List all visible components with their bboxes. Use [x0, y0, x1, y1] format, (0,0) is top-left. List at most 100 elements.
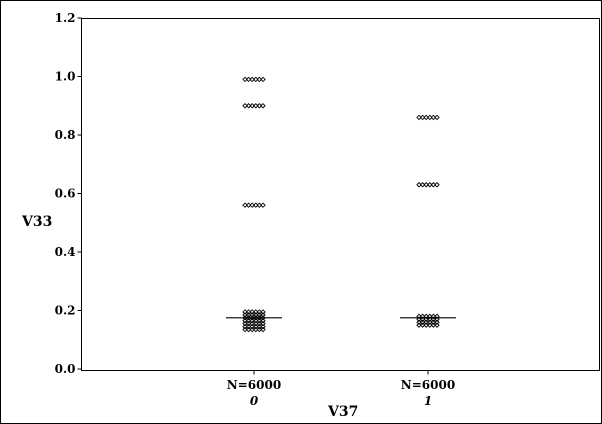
data-point	[253, 323, 259, 330]
y-tick-label: 0.6	[55, 187, 76, 201]
data-point	[242, 320, 248, 327]
data-points	[242, 76, 440, 333]
data-point	[245, 320, 252, 327]
data-point	[423, 114, 429, 121]
data-point	[253, 312, 259, 318]
data-point	[253, 326, 259, 333]
data-point	[256, 323, 263, 330]
data-point	[416, 181, 422, 188]
data-point	[416, 313, 422, 320]
data-point	[242, 202, 248, 208]
data-point	[249, 320, 255, 327]
y-tick-label: 0.8	[55, 128, 76, 142]
data-point	[249, 318, 255, 324]
data-point	[245, 326, 252, 333]
data-point	[427, 319, 433, 325]
data-point	[249, 323, 255, 330]
data-point	[249, 326, 255, 333]
y-tick-label: 0.0	[55, 362, 76, 376]
data-point	[256, 320, 263, 327]
data-point	[260, 76, 266, 83]
x-axis-title: V37	[327, 404, 358, 420]
data-point	[242, 326, 248, 333]
y-tick-label: 0.4	[55, 245, 76, 259]
data-point	[242, 323, 248, 330]
data-point	[419, 114, 426, 121]
data-point	[253, 202, 259, 208]
data-point	[245, 76, 252, 83]
data-point	[423, 181, 429, 188]
data-point	[249, 309, 255, 315]
data-point	[427, 316, 433, 323]
data-point	[434, 319, 440, 325]
data-point	[249, 202, 255, 208]
data-point	[416, 316, 422, 323]
data-point	[242, 309, 248, 315]
data-point	[242, 103, 248, 109]
data-point	[260, 323, 266, 330]
data-point	[260, 103, 266, 109]
data-point	[253, 76, 259, 83]
data-point	[249, 76, 255, 83]
data-point	[260, 309, 266, 315]
data-point	[245, 312, 252, 318]
data-point	[249, 312, 255, 318]
data-point	[423, 313, 429, 320]
data-point	[256, 318, 263, 324]
data-point	[419, 313, 426, 320]
data-point	[256, 202, 263, 208]
data-point	[427, 313, 433, 320]
data-point	[430, 114, 437, 121]
data-point	[256, 326, 263, 333]
data-point	[242, 315, 248, 321]
data-point	[416, 322, 422, 328]
data-point	[423, 316, 429, 323]
plot-frame	[81, 18, 600, 371]
data-point	[419, 316, 426, 323]
data-point	[419, 319, 426, 325]
y-tick-label: 1.2	[55, 11, 76, 25]
data-point	[245, 318, 252, 324]
data-point	[434, 114, 440, 121]
data-point	[260, 318, 266, 324]
data-point	[434, 181, 440, 188]
data-point	[434, 322, 440, 328]
category-n-label: N=6000	[227, 378, 281, 392]
data-point	[427, 114, 433, 121]
data-point	[260, 312, 266, 318]
data-point	[242, 312, 248, 318]
data-point	[242, 318, 248, 324]
y-axis: 0.0 0.2 0.4 0.6 0.8 1.0 1.2	[55, 11, 82, 376]
data-point	[260, 320, 266, 327]
data-point	[256, 103, 263, 109]
data-point	[253, 320, 259, 327]
data-point	[430, 181, 437, 188]
data-point	[423, 319, 429, 325]
data-point	[256, 312, 263, 318]
data-point	[430, 313, 437, 320]
data-point	[423, 322, 429, 328]
data-point	[245, 323, 252, 330]
data-point	[416, 319, 422, 325]
y-axis-title: V33	[21, 214, 52, 230]
data-point	[419, 322, 426, 328]
data-point	[260, 315, 266, 321]
category-n-label: N=6000	[401, 378, 455, 392]
data-point	[427, 322, 433, 328]
data-point	[253, 309, 259, 315]
data-point	[245, 315, 252, 321]
data-point	[256, 76, 263, 83]
data-point	[253, 315, 259, 321]
x-axis: N=6000 0 N=6000 1	[227, 370, 455, 408]
data-point	[430, 322, 437, 328]
data-point	[245, 103, 252, 109]
data-point	[419, 181, 426, 188]
data-point	[434, 316, 440, 323]
data-point	[416, 114, 422, 121]
data-point	[430, 319, 437, 325]
y-tick-label: 1.0	[55, 70, 76, 84]
data-point	[430, 316, 437, 323]
data-point	[253, 318, 259, 324]
data-point	[249, 315, 255, 321]
